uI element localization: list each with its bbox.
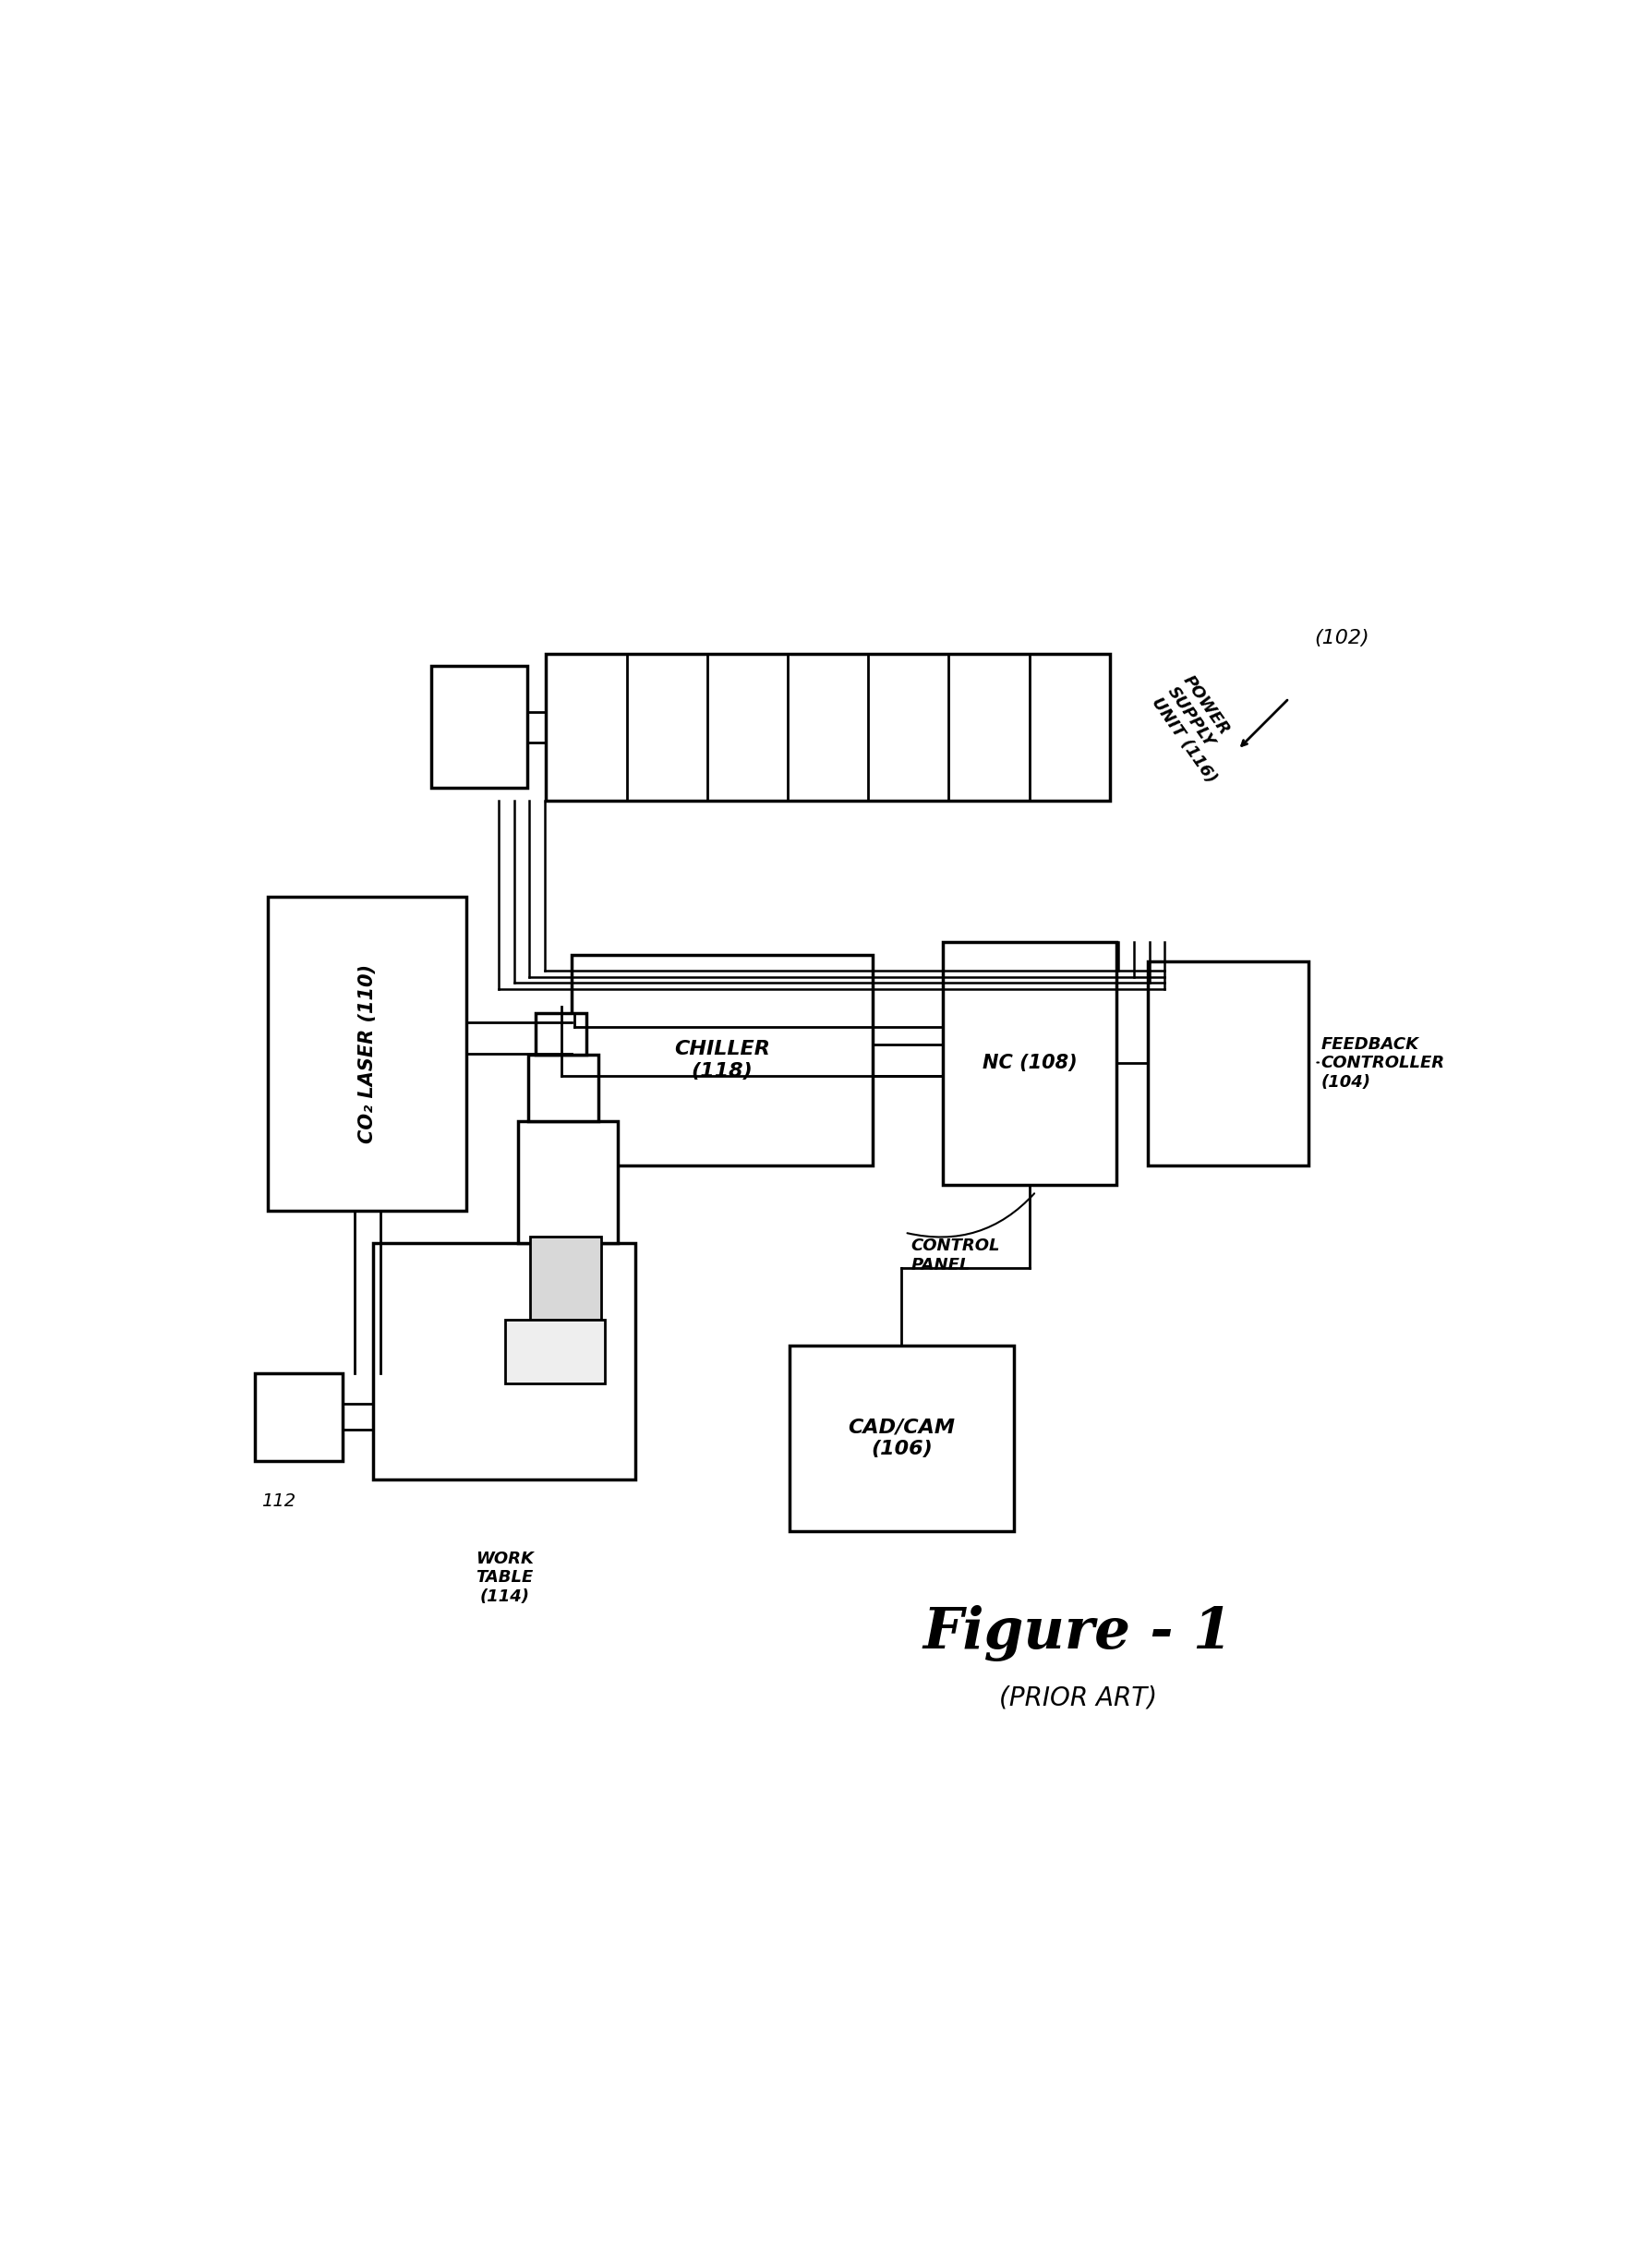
Text: POWER
SUPPLY
UNIT (116): POWER SUPPLY UNIT (116) (1148, 673, 1251, 786)
Bar (254, 1373, 342, 1461)
Bar (1148, 962, 1308, 1165)
Text: WORK
TABLE
(114): WORK TABLE (114) (476, 1551, 534, 1605)
Text: Figure - 1: Figure - 1 (922, 1605, 1232, 1662)
Text: NC (108): NC (108) (981, 1054, 1077, 1073)
Bar (545, 653, 1108, 802)
Text: 112: 112 (261, 1493, 296, 1511)
Bar (373, 1242, 636, 1479)
Bar (504, 1319, 605, 1384)
Text: CO₂ LASER (110): CO₂ LASER (110) (358, 964, 377, 1143)
Bar (535, 1014, 586, 1054)
Bar (517, 1120, 618, 1242)
Text: (102): (102) (1313, 628, 1370, 648)
Bar (530, 1237, 601, 1319)
Bar (431, 666, 527, 788)
Bar (527, 1054, 598, 1120)
Text: (PRIOR ART): (PRIOR ART) (998, 1684, 1156, 1712)
Bar (790, 1346, 1013, 1531)
Text: CAD/CAM
(106): CAD/CAM (106) (847, 1418, 955, 1459)
Bar (572, 955, 872, 1165)
Bar (943, 942, 1115, 1185)
Text: FEEDBACK
CONTROLLER
(104): FEEDBACK CONTROLLER (104) (1320, 1036, 1444, 1091)
Text: CHILLER
(118): CHILLER (118) (674, 1041, 770, 1079)
Text: CONTROL
PANEL: CONTROL PANEL (910, 1237, 999, 1274)
Bar (268, 896, 466, 1210)
